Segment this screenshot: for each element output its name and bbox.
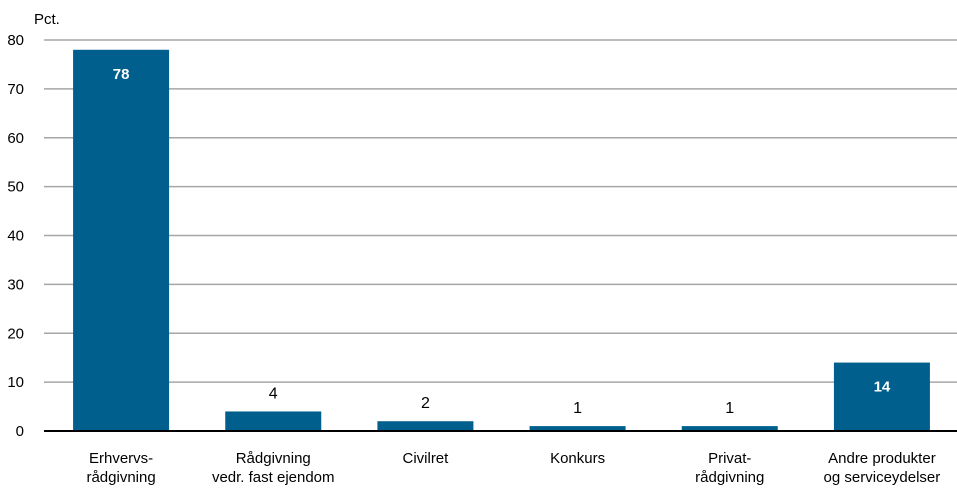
value-labels: 78 4 2 1 1 14 <box>113 66 891 417</box>
y-tick-label: 70 <box>7 81 24 98</box>
y-tick-label: 0 <box>16 423 24 440</box>
value-label: 4 <box>269 385 278 402</box>
y-tick-label: 80 <box>7 32 24 49</box>
y-tick-label: 30 <box>7 276 24 293</box>
category-label: Privat-rådgivning <box>695 450 764 486</box>
bar <box>377 421 474 431</box>
category-label: Erhvervs-rådgivning <box>86 450 155 486</box>
bar <box>681 426 778 431</box>
category-label: Andre produkter og serviceydelser <box>824 450 941 486</box>
bar <box>73 49 170 432</box>
y-tick-label: 50 <box>7 179 24 196</box>
value-label: 14 <box>874 379 891 396</box>
bar <box>529 426 626 431</box>
bars <box>73 49 930 432</box>
value-label: 1 <box>725 400 734 417</box>
y-tick-label: 10 <box>7 374 24 391</box>
x-axis-categories: Erhvervs-rådgivning Rådgivning vedr. fast … <box>86 450 940 486</box>
bar <box>833 362 930 431</box>
bar <box>225 411 322 431</box>
y-tick-label: 60 <box>7 130 24 147</box>
gridlines <box>44 39 957 383</box>
value-label: 78 <box>113 66 130 83</box>
y-tick-label: 20 <box>7 325 24 342</box>
category-label: Konkurs <box>550 450 605 467</box>
value-label: 1 <box>573 400 582 417</box>
y-tick-label: 40 <box>7 228 24 245</box>
value-label: 2 <box>421 395 430 412</box>
y-axis-unit-label: Pct. <box>34 11 60 28</box>
y-axis-ticks: 0 10 20 30 40 50 60 70 80 <box>7 32 24 440</box>
category-label: Rådgivning vedr. fast ejendom <box>212 450 335 486</box>
category-label: Civilret <box>402 450 449 467</box>
